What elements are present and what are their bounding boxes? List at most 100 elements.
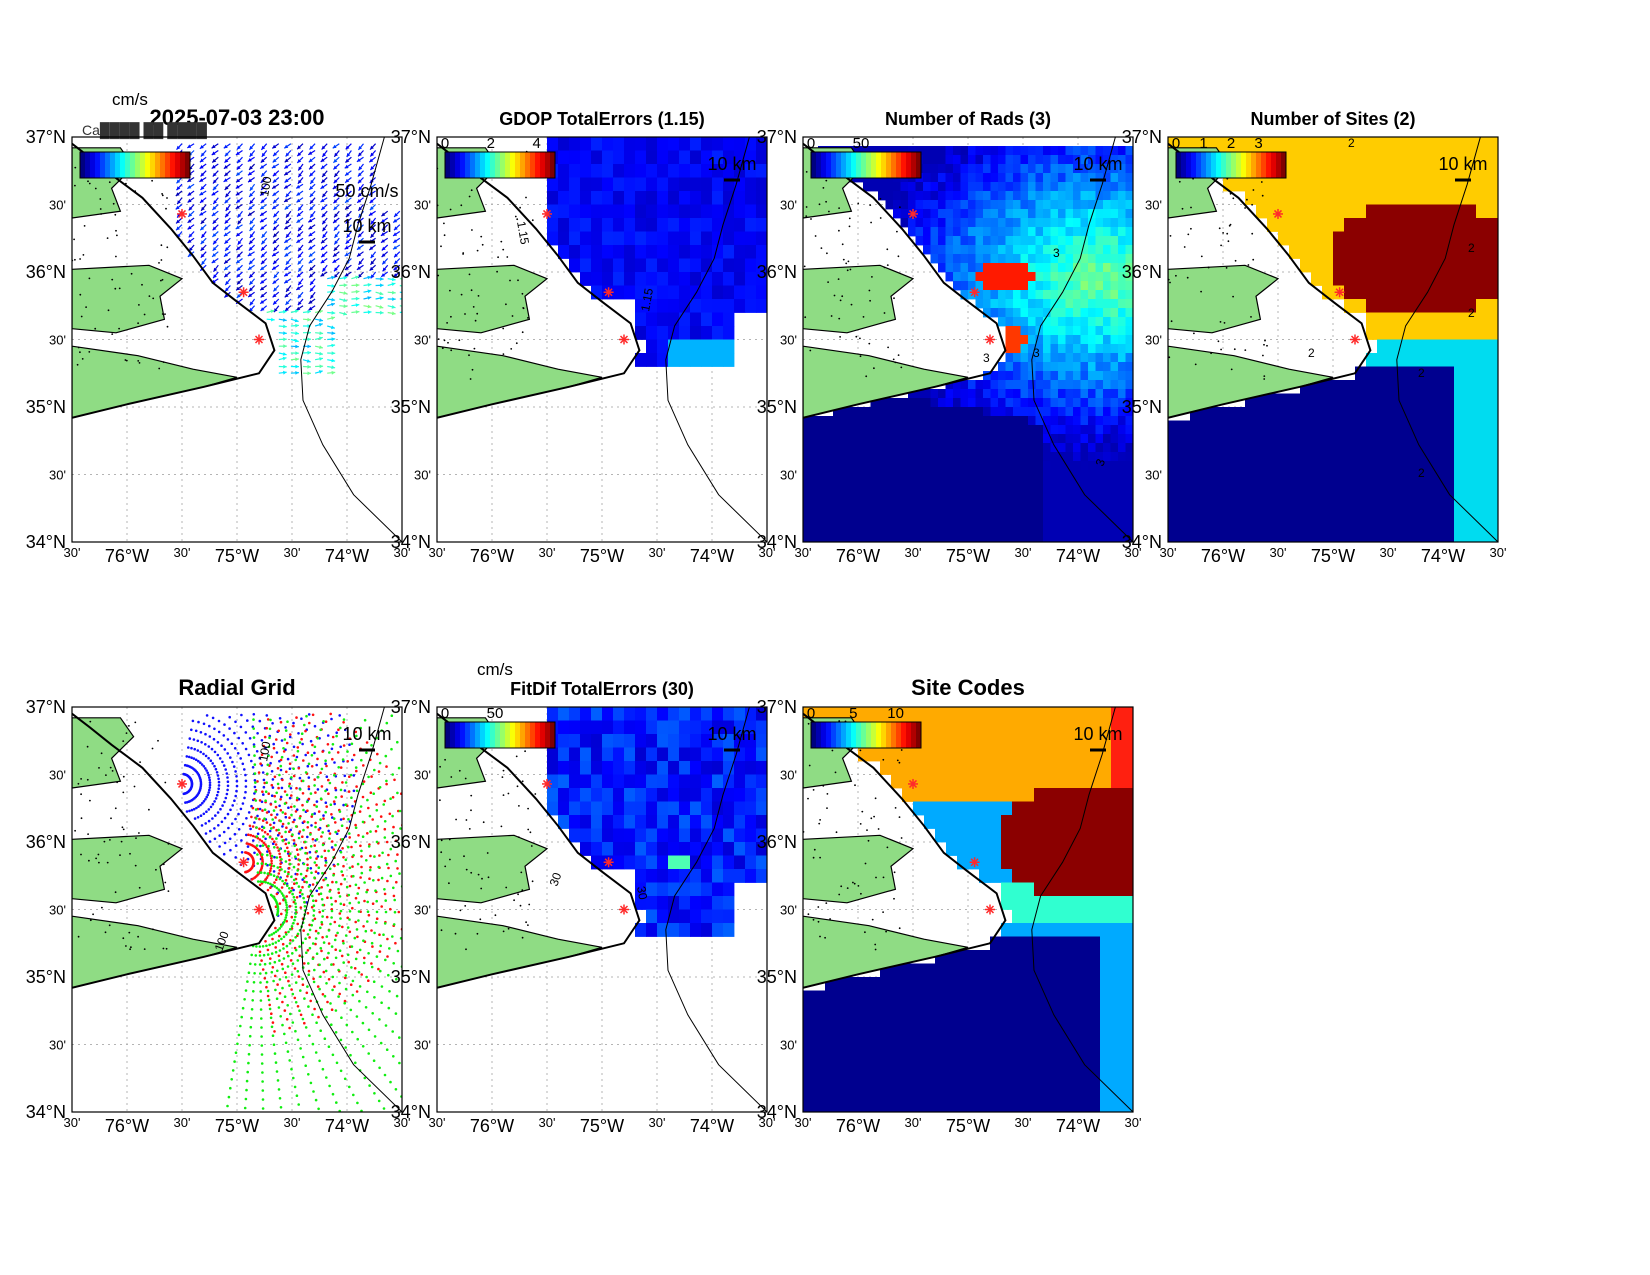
velocity-arrowhead: [307, 350, 311, 355]
data-cell: [668, 299, 680, 313]
velocity-arrowhead: [367, 275, 372, 280]
colorbar-tick-label: 2: [487, 135, 495, 152]
data-cell: [810, 434, 819, 444]
data-cell: [756, 245, 767, 259]
data-cell: [1311, 137, 1323, 151]
data-cell: [1028, 497, 1036, 507]
radial-grid-point: [314, 821, 317, 825]
coastline: [1168, 142, 1372, 419]
radial-grid-point: [273, 840, 276, 843]
data-cell: [701, 285, 713, 300]
data-cell: [1095, 155, 1104, 165]
data-cell: [930, 524, 939, 534]
radial-grid-point: [209, 759, 213, 762]
colorbar-swatch: [841, 152, 847, 178]
data-cell: [1020, 470, 1029, 480]
data-cell: [930, 146, 939, 156]
data-cell: [1410, 312, 1422, 327]
radial-grid-point: [221, 804, 224, 807]
velocity-arrowhead: [331, 275, 335, 280]
data-cell: [1443, 501, 1455, 516]
data-cell: [1073, 173, 1081, 183]
data-cell: [1443, 177, 1455, 192]
data-cell: [930, 164, 939, 174]
data-cell: [1103, 533, 1111, 542]
data-cell: [960, 227, 969, 237]
radial-grid-point: [378, 854, 381, 857]
coast-speckle: [166, 197, 168, 199]
data-cell: [1278, 461, 1290, 475]
data-cell: [723, 164, 735, 178]
data-cell: [1432, 285, 1444, 300]
data-cell: [1388, 231, 1400, 246]
velocity-arrowhead: [307, 364, 311, 369]
velocity-arrowhead: [249, 227, 254, 231]
radial-grid-point: [332, 800, 336, 803]
data-cell: [1118, 497, 1126, 507]
radial-grid-point: [368, 877, 371, 880]
radial-grid-point: [295, 755, 299, 759]
data-cell: [810, 461, 819, 471]
velocity-arrowhead: [236, 259, 240, 264]
data-cell: [1118, 407, 1126, 417]
data-cell: [1050, 497, 1059, 507]
coast-speckle: [477, 295, 480, 297]
radial-grid-point: [352, 789, 356, 793]
data-cell: [1035, 173, 1044, 183]
data-cell: [983, 299, 991, 309]
radial-grid-point: [196, 739, 200, 743]
radial-grid-point: [213, 750, 217, 754]
velocity-arrowhead: [295, 351, 299, 355]
radial-grid-point: [199, 761, 202, 764]
radial-grid-point: [217, 824, 220, 827]
data-cell: [833, 524, 841, 534]
data-cell: [1168, 528, 1180, 542]
data-cell: [1005, 425, 1014, 435]
radial-grid-point: [258, 817, 261, 821]
data-cell: [723, 299, 735, 313]
data-cell: [900, 461, 909, 471]
data-cell: [1322, 528, 1334, 542]
colorbar-swatch: [896, 152, 902, 178]
radial-grid-point: [360, 865, 363, 869]
data-cell: [885, 524, 894, 534]
velocity-arrowhead: [369, 206, 374, 211]
radial-grid-point: [343, 789, 347, 792]
data-cell: [1013, 155, 1021, 165]
radial-grid-point: [333, 761, 336, 764]
data-cell: [1058, 335, 1066, 345]
data-cell: [1088, 398, 1096, 408]
data-cell: [863, 533, 871, 542]
data-cell: [613, 137, 625, 151]
radial-grid-point: [204, 832, 208, 835]
data-cell: [990, 470, 999, 480]
radial-grid-point: [194, 729, 198, 733]
velocity-arrowhead: [358, 213, 363, 218]
data-cell: [1065, 146, 1074, 156]
radial-grid-point: [237, 828, 241, 831]
data-cell: [945, 488, 954, 498]
radial-grid-point: [301, 835, 304, 838]
velocity-arrowhead: [308, 218, 313, 223]
data-cell: [930, 497, 939, 507]
data-cell: [1013, 353, 1021, 363]
coast-speckle: [443, 222, 445, 225]
data-cell: [668, 218, 680, 232]
velocity-arrowhead: [224, 273, 229, 278]
data-cell: [1355, 474, 1367, 489]
radial-grid-point: [258, 719, 262, 723]
data-cell: [1095, 425, 1104, 435]
radial-grid-point: [329, 712, 333, 716]
data-cell: [1443, 326, 1455, 340]
data-cell: [953, 425, 961, 435]
velocity-arrowhead: [285, 193, 290, 198]
velocity-arrowhead: [343, 291, 348, 295]
data-cell: [1013, 245, 1021, 255]
colorbar-swatch: [465, 152, 471, 178]
data-cell: [1432, 501, 1444, 516]
data-cell: [1454, 393, 1466, 408]
velocity-arrowhead: [358, 166, 363, 171]
velocity-arrowhead: [310, 294, 314, 299]
data-cell: [1410, 137, 1422, 151]
coast-speckle: [1244, 349, 1247, 351]
